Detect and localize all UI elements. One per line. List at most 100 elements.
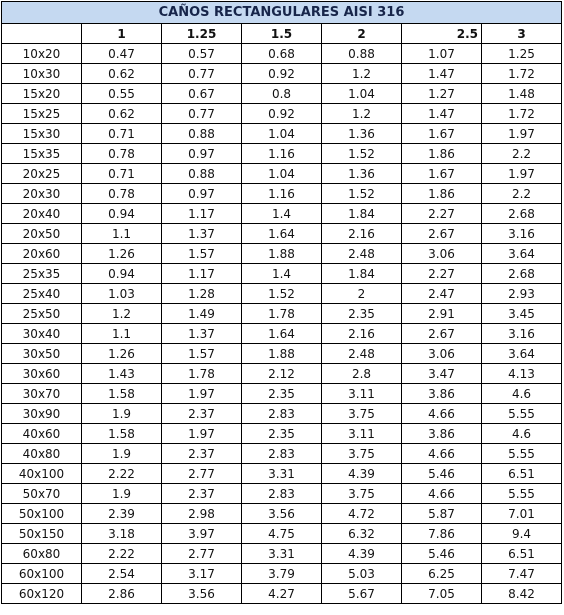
weight-cell: 1.52: [321, 143, 402, 164]
weight-cell: 0.88: [161, 123, 242, 144]
weight-cell: 1.37: [161, 323, 242, 344]
row-label: 25x40: [1, 283, 82, 304]
weight-cell: 1.78: [161, 363, 242, 384]
weight-cell: 1.64: [241, 223, 322, 244]
weight-cell: 0.78: [81, 183, 162, 204]
weight-cell: 3.16: [481, 223, 562, 244]
weight-cell: 4.6: [481, 423, 562, 444]
weight-cell: 1.37: [161, 223, 242, 244]
table-row: 60x100 2.54 3.17 3.79 5.03 6.25 7.47: [1, 563, 562, 584]
weight-cell: 2.77: [161, 543, 242, 564]
weight-cell: 4.72: [321, 503, 402, 524]
weight-cell: 4.66: [401, 443, 482, 464]
weight-cell: 3.75: [321, 403, 402, 424]
weight-cell: 3.06: [401, 243, 482, 264]
row-label: 40x80: [1, 443, 82, 464]
weight-cell: 1.84: [321, 203, 402, 224]
table-row: 50x70 1.9 2.37 2.83 3.75 4.66 5.55: [1, 483, 562, 504]
weight-cell: 0.55: [81, 83, 162, 104]
weight-cell: 1.57: [161, 343, 242, 364]
weight-cell: 6.25: [401, 563, 482, 584]
table-row: 25x40 1.03 1.28 1.52 2 2.47 2.93: [1, 283, 562, 304]
weight-cell: 1.52: [321, 183, 402, 204]
row-label: 25x50: [1, 303, 82, 324]
weight-cell: 2.37: [161, 443, 242, 464]
weight-cell: 5.03: [321, 563, 402, 584]
weight-cell: 0.71: [81, 163, 162, 184]
weight-cell: 1.1: [81, 323, 162, 344]
table-row: 50x150 3.18 3.97 4.75 6.32 7.86 9.4: [1, 523, 562, 544]
weight-cell: 2.2: [481, 143, 562, 164]
table-body: 10x20 0.47 0.57 0.68 0.88 1.07 1.25 10x30 0.62 0.…: [1, 43, 562, 604]
weight-cell: 0.92: [241, 63, 322, 84]
weight-cell: 0.92: [241, 103, 322, 124]
weight-cell: 3.86: [401, 423, 482, 444]
table-row: 15x25 0.62 0.77 0.92 1.2 1.47 1.72: [1, 103, 562, 124]
weight-cell: 4.27: [241, 583, 322, 604]
row-label: 30x50: [1, 343, 82, 364]
weight-cell: 2.83: [241, 483, 322, 504]
weight-cell: 1.26: [81, 243, 162, 264]
weight-cell: 2: [321, 283, 402, 304]
weight-cell: 1.47: [401, 63, 482, 84]
table-title: CAÑOS RECTANGULARES AISI 316: [1, 1, 562, 24]
weight-cell: 4.66: [401, 403, 482, 424]
weight-cell: 3.16: [481, 323, 562, 344]
weight-cell: 1.86: [401, 183, 482, 204]
row-label: 20x30: [1, 183, 82, 204]
weight-cell: 0.71: [81, 123, 162, 144]
weight-cell: 2.35: [241, 423, 322, 444]
weight-cell: 0.68: [241, 43, 322, 64]
weight-cell: 2.8: [321, 363, 402, 384]
weight-cell: 1.43: [81, 363, 162, 384]
weight-cell: 1.2: [321, 63, 402, 84]
weight-cell: 3.64: [481, 243, 562, 264]
weight-cell: 1.47: [401, 103, 482, 124]
weight-cell: 2.35: [321, 303, 402, 324]
weight-cell: 1.16: [241, 183, 322, 204]
weight-cell: 0.57: [161, 43, 242, 64]
row-label: 50x100: [1, 503, 82, 524]
weight-cell: 1.48: [481, 83, 562, 104]
weight-cell: 2.68: [481, 203, 562, 224]
weight-cell: 5.55: [481, 403, 562, 424]
weight-cell: 1.58: [81, 423, 162, 444]
weight-cell: 1.9: [81, 403, 162, 424]
weight-cell: 1.9: [81, 483, 162, 504]
weight-cell: 1.36: [321, 163, 402, 184]
row-label: 20x60: [1, 243, 82, 264]
row-label: 10x30: [1, 63, 82, 84]
weight-cell: 1.17: [161, 203, 242, 224]
weight-cell: 1.07: [401, 43, 482, 64]
weight-cell: 1.86: [401, 143, 482, 164]
weight-cell: 1.97: [481, 163, 562, 184]
weight-cell: 0.97: [161, 183, 242, 204]
weight-cell: 7.01: [481, 503, 562, 524]
table-row: 20x60 1.26 1.57 1.88 2.48 3.06 3.64: [1, 243, 562, 264]
title-row: CAÑOS RECTANGULARES AISI 316: [1, 1, 562, 24]
weight-cell: 1.84: [321, 263, 402, 284]
weight-cell: 0.88: [321, 43, 402, 64]
row-label: 15x25: [1, 103, 82, 124]
table-row: 25x35 0.94 1.17 1.4 1.84 2.27 2.68: [1, 263, 562, 284]
weight-cell: 3.06: [401, 343, 482, 364]
weight-cell: 0.78: [81, 143, 162, 164]
row-label: 20x25: [1, 163, 82, 184]
weight-cell: 1.9: [81, 443, 162, 464]
weight-cell: 1.52: [241, 283, 322, 304]
weight-cell: 1.88: [241, 343, 322, 364]
column-header: 1: [81, 23, 162, 44]
weight-cell: 1.49: [161, 303, 242, 324]
weight-cell: 1.04: [321, 83, 402, 104]
weight-cell: 3.64: [481, 343, 562, 364]
corner-cell: [1, 23, 82, 44]
weight-cell: 1.64: [241, 323, 322, 344]
table-row: 60x120 2.86 3.56 4.27 5.67 7.05 8.42: [1, 583, 562, 604]
pipe-table: CAÑOS RECTANGULARES AISI 316 1 1.25 1.5 2 2.…: [1, 1, 562, 604]
table-row: 15x30 0.71 0.88 1.04 1.36 1.67 1.97: [1, 123, 562, 144]
weight-cell: 1.4: [241, 263, 322, 284]
weight-cell: 2.93: [481, 283, 562, 304]
weight-cell: 8.42: [481, 583, 562, 604]
weight-cell: 5.67: [321, 583, 402, 604]
row-label: 40x60: [1, 423, 82, 444]
